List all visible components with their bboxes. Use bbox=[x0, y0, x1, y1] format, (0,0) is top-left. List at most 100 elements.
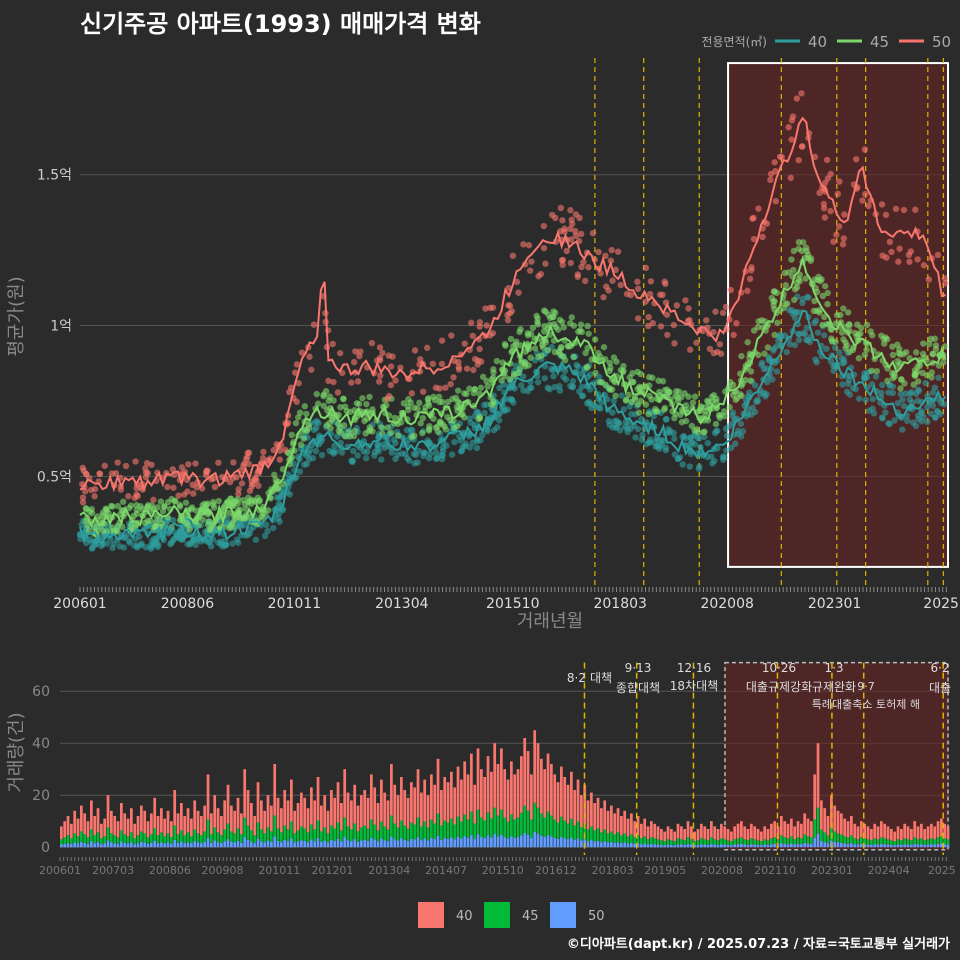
volume-bar-40 bbox=[513, 774, 517, 820]
price-point-40 bbox=[909, 419, 917, 426]
price-point-40 bbox=[83, 539, 90, 547]
volume-bar-45 bbox=[263, 833, 267, 843]
price-point-50 bbox=[941, 275, 948, 282]
volume-bar-50 bbox=[410, 838, 413, 848]
volume-bar-40 bbox=[236, 797, 240, 829]
volume-bar-40 bbox=[176, 813, 180, 835]
volume-bar-40 bbox=[606, 810, 610, 834]
price-point-45 bbox=[919, 369, 926, 377]
volume-bar-45 bbox=[413, 824, 417, 840]
price-point-45 bbox=[565, 343, 572, 350]
volume-bar-40 bbox=[256, 782, 260, 823]
price-point-50 bbox=[368, 339, 376, 347]
price-point-45 bbox=[628, 398, 635, 406]
volume-bar-50 bbox=[696, 844, 700, 848]
price-point-45 bbox=[689, 399, 697, 406]
price-point-45 bbox=[880, 335, 887, 343]
volume-bar-45 bbox=[426, 827, 430, 841]
price-point-50 bbox=[581, 277, 589, 285]
volume-bar-40 bbox=[196, 810, 200, 834]
volume-bar-45 bbox=[226, 823, 230, 840]
volume-bar-50 bbox=[146, 843, 150, 848]
volume-bar-50 bbox=[673, 845, 677, 848]
volume-bar-50 bbox=[240, 842, 243, 848]
volume-bar-40 bbox=[866, 826, 870, 840]
price-point-40 bbox=[613, 422, 620, 430]
volume-bar-50 bbox=[750, 844, 753, 848]
price-point-45 bbox=[461, 414, 468, 421]
price-point-50 bbox=[827, 207, 834, 215]
price-point-40 bbox=[704, 439, 712, 447]
volume-bar-45 bbox=[816, 807, 820, 834]
volume-bar-45 bbox=[780, 835, 783, 844]
price-point-40 bbox=[737, 433, 745, 440]
price-point-50 bbox=[91, 493, 98, 500]
price-point-50 bbox=[230, 459, 237, 466]
price-point-40 bbox=[613, 417, 620, 425]
price-point-45 bbox=[606, 359, 614, 367]
price-point-45 bbox=[378, 424, 385, 431]
price-point-50 bbox=[912, 206, 919, 213]
price-point-50 bbox=[771, 159, 778, 166]
volume-bar-45 bbox=[270, 831, 273, 842]
price-point-45 bbox=[824, 300, 831, 308]
volume-bar-40 bbox=[690, 826, 693, 840]
volume-bar-50 bbox=[890, 844, 893, 848]
volume-bar-50 bbox=[513, 837, 517, 848]
volume-bar-40 bbox=[730, 831, 733, 842]
price-point-45 bbox=[303, 427, 310, 435]
volume-bar-50 bbox=[683, 844, 687, 848]
volume-bar-45 bbox=[843, 836, 847, 844]
price-point-45 bbox=[929, 351, 937, 358]
price-point-40 bbox=[500, 407, 507, 414]
price-point-50 bbox=[470, 366, 477, 374]
volume-bar-40 bbox=[850, 816, 853, 836]
volume-bar-40 bbox=[920, 823, 923, 839]
volume-bar-45 bbox=[100, 838, 103, 845]
volume-bar-40 bbox=[270, 805, 273, 832]
price-point-45 bbox=[265, 507, 272, 514]
volume-bar-45 bbox=[896, 839, 900, 845]
volume-bar-40 bbox=[456, 766, 460, 817]
volume-bar-45 bbox=[126, 836, 130, 844]
volume-bar-40 bbox=[293, 810, 297, 834]
price-point-40 bbox=[142, 544, 150, 551]
price-point-40 bbox=[217, 540, 225, 548]
volume-bar-40 bbox=[596, 797, 600, 829]
price-point-45 bbox=[327, 425, 334, 432]
price-point-40 bbox=[624, 425, 631, 432]
price-point-50 bbox=[509, 252, 517, 260]
price-point-45 bbox=[823, 320, 831, 328]
volume-bar-50 bbox=[476, 834, 480, 848]
price-point-40 bbox=[737, 420, 745, 428]
price-point-45 bbox=[732, 396, 739, 404]
price-point-50 bbox=[193, 484, 200, 491]
volume-bar-50 bbox=[586, 841, 590, 848]
volume-bar-50 bbox=[206, 837, 210, 848]
volume-bar-45 bbox=[360, 827, 363, 841]
volume-bar-50 bbox=[770, 844, 773, 848]
volume-bar-50 bbox=[256, 838, 260, 848]
price-point-40 bbox=[891, 417, 898, 424]
price-point-50 bbox=[671, 340, 678, 347]
volume-bar-40 bbox=[436, 758, 440, 814]
price-point-40 bbox=[773, 368, 781, 375]
volume-bar-50 bbox=[126, 843, 130, 848]
volume-bar-45 bbox=[733, 839, 737, 845]
volume-bar-45 bbox=[420, 826, 423, 841]
volume-bar-45 bbox=[860, 837, 863, 844]
volume-bar-50 bbox=[420, 840, 423, 848]
annotation-date: 9·7 bbox=[857, 680, 875, 693]
price-point-40 bbox=[746, 389, 753, 396]
price-x-tick-label: 202008 bbox=[700, 596, 753, 612]
volume-bar-50 bbox=[903, 844, 907, 848]
volume-bar-40 bbox=[686, 821, 690, 838]
volume-bar-50 bbox=[253, 843, 257, 848]
price-point-45 bbox=[538, 352, 545, 359]
price-point-50 bbox=[387, 363, 395, 370]
volume-bar-40 bbox=[76, 818, 80, 837]
volume-bar-50 bbox=[723, 844, 727, 848]
volume-bar-45 bbox=[273, 815, 277, 837]
volume-bar-45 bbox=[686, 837, 690, 844]
price-point-45 bbox=[738, 352, 745, 360]
